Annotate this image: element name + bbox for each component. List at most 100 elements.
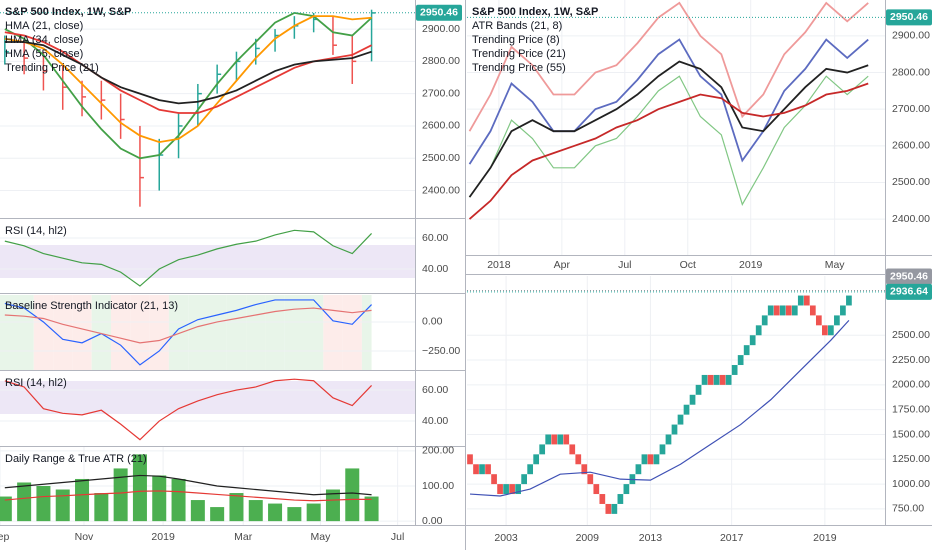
renko-brick — [834, 315, 840, 326]
series-line — [468, 38, 869, 165]
x-tick-label: Nov — [75, 531, 94, 543]
y-tick-label: 2900.00 — [892, 30, 930, 42]
y-tick-label: 750.00 — [892, 503, 924, 515]
x-tick-label: 2017 — [720, 532, 744, 544]
y-tick-label: 2700.00 — [422, 87, 460, 99]
renko-brick — [605, 503, 612, 514]
trend-shade — [207, 295, 227, 370]
price-tag-bg — [886, 9, 932, 26]
renko-brick — [713, 374, 720, 385]
renko-brick — [791, 305, 798, 316]
y-tick-label: 40.00 — [422, 415, 448, 427]
panel-title: Baseline Strength Indicator (21, 13) — [5, 300, 178, 312]
renko-brick — [701, 374, 708, 385]
renko-brick — [683, 404, 690, 415]
legend-entry: Trending Price (21) — [472, 48, 566, 60]
series-line — [4, 11, 373, 160]
renko-brick — [779, 305, 786, 316]
trend-shade — [361, 295, 372, 370]
x-tick-label: 2018 — [487, 259, 511, 271]
renko-brick — [647, 454, 654, 465]
legend-entry: Trending Price (8) — [472, 34, 560, 46]
renko-brick — [509, 484, 515, 495]
renko-brick — [803, 295, 810, 306]
bar — [306, 503, 321, 522]
y-tick-label: 1750.00 — [892, 403, 930, 415]
renko-brick — [623, 484, 630, 495]
series-line — [4, 490, 372, 502]
x-tick-label: 2013 — [639, 532, 663, 544]
series-line — [4, 378, 373, 441]
renko-brick — [665, 434, 672, 445]
renko-brick — [515, 484, 521, 495]
bar — [132, 454, 147, 522]
renko-brick — [581, 464, 588, 475]
x-tick-label: Mar — [234, 531, 253, 543]
renko-brick — [797, 295, 804, 306]
trend-shade — [304, 295, 324, 370]
renko-brick — [521, 474, 527, 485]
bar — [345, 468, 360, 522]
renko-brick — [497, 484, 503, 495]
renko-brick — [840, 305, 846, 316]
renko-brick — [737, 355, 744, 366]
renko-brick — [749, 335, 756, 346]
renko-brick — [575, 454, 582, 465]
renko-brick — [828, 325, 834, 336]
y-tick-label: 60.00 — [422, 384, 448, 396]
bar — [248, 500, 263, 522]
price-tag-bg — [886, 268, 932, 285]
renko-brick — [569, 444, 576, 455]
bar — [94, 493, 109, 522]
price-tag-bg — [416, 4, 462, 21]
renko-brick — [809, 305, 816, 316]
renko-brick — [761, 315, 768, 326]
series-line — [4, 15, 372, 144]
y-tick-label: 0.00 — [422, 515, 443, 527]
trend-shade — [284, 295, 305, 370]
y-tick-label: 2500.00 — [892, 176, 930, 188]
renko-brick — [659, 444, 666, 455]
y-tick-label: 60.00 — [422, 232, 448, 244]
renko-brick — [731, 365, 738, 375]
renko-brick — [719, 374, 726, 385]
y-tick-label: 2800.00 — [892, 66, 930, 78]
bar — [113, 468, 128, 522]
legend-entry: HMA (21, close) — [5, 20, 83, 32]
x-tick-label: 2019 — [151, 531, 175, 543]
renko-brick — [545, 434, 552, 445]
renko-brick — [557, 434, 564, 445]
renko-brick — [725, 374, 732, 385]
renko-brick — [473, 464, 479, 475]
y-tick-label: 2700.00 — [892, 103, 930, 115]
panel-title: RSI (14, hl2) — [5, 225, 67, 237]
renko-brick — [695, 384, 702, 395]
renko-brick — [773, 305, 780, 316]
renko-brick — [593, 484, 600, 495]
renko-brick — [689, 394, 696, 405]
price-tag: 2950.46 — [890, 270, 928, 282]
x-tick-label: May — [310, 531, 331, 543]
series-line — [468, 1, 869, 132]
bar — [36, 486, 51, 522]
y-tick-label: 100.00 — [422, 480, 454, 492]
renko-brick — [533, 454, 540, 465]
series-line — [469, 319, 850, 497]
y-tick-label: 2600.00 — [422, 120, 460, 132]
bar — [268, 503, 283, 522]
bar — [171, 478, 186, 522]
series-line — [468, 82, 869, 220]
x-tick-label: Apr — [554, 259, 571, 271]
renko-brick — [539, 444, 546, 455]
bar — [152, 475, 167, 522]
bar — [0, 496, 12, 522]
renko-brick — [599, 494, 606, 504]
renko-brick — [485, 464, 491, 475]
renko-brick — [491, 474, 497, 485]
renko-brick — [527, 464, 534, 475]
renko-brick — [671, 424, 678, 435]
price-tag: 2936.64 — [890, 286, 928, 298]
